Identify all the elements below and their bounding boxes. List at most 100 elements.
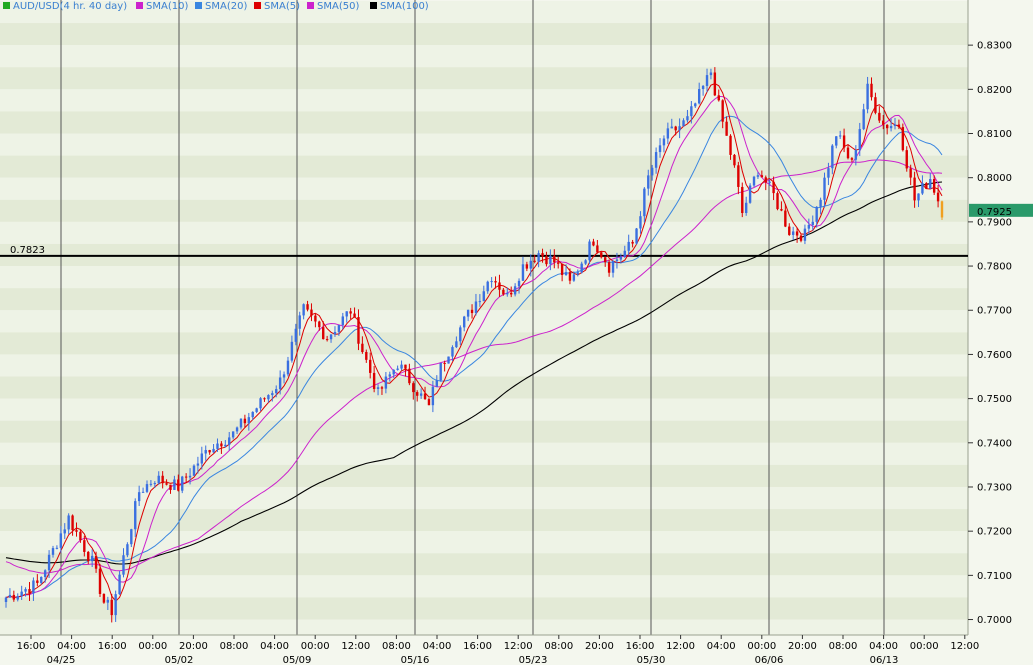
candle-body bbox=[807, 224, 811, 229]
candle bbox=[752, 175, 756, 187]
candle-body bbox=[451, 347, 454, 357]
candle bbox=[803, 224, 807, 245]
candle-body bbox=[431, 386, 435, 406]
candle bbox=[224, 440, 227, 448]
candle bbox=[791, 226, 795, 241]
candle-body bbox=[278, 377, 282, 390]
candle bbox=[721, 99, 724, 129]
candle bbox=[635, 227, 638, 245]
candle-body bbox=[921, 183, 924, 194]
candle-body bbox=[541, 253, 544, 257]
candle bbox=[459, 325, 462, 346]
candle-body bbox=[318, 321, 321, 328]
candle bbox=[177, 474, 180, 492]
candle-body bbox=[118, 574, 121, 595]
candle bbox=[772, 176, 775, 201]
candle bbox=[110, 593, 113, 623]
legend-item: SMA(100) bbox=[370, 1, 429, 12]
candle-body bbox=[28, 589, 31, 594]
candle-body bbox=[729, 135, 732, 155]
candle bbox=[130, 528, 133, 548]
x-tick-label: 08:00 bbox=[382, 641, 411, 652]
candle-body bbox=[369, 359, 372, 373]
candle bbox=[513, 283, 517, 297]
candle bbox=[713, 67, 717, 97]
candle bbox=[83, 535, 86, 557]
date-label: 04/25 bbox=[47, 655, 76, 665]
candle bbox=[47, 550, 51, 578]
candle bbox=[725, 116, 728, 136]
candle bbox=[196, 456, 200, 474]
legend-swatch bbox=[307, 2, 314, 9]
vertical-separators bbox=[60, 0, 885, 643]
candle bbox=[592, 238, 595, 247]
candle bbox=[102, 593, 106, 604]
candle-body bbox=[709, 72, 713, 76]
sma-50-line bbox=[5, 159, 943, 574]
candle bbox=[149, 480, 153, 487]
price-band bbox=[0, 221, 968, 244]
candle-body bbox=[169, 484, 172, 490]
x-tick-label: 16:00 bbox=[626, 641, 655, 652]
candle-body bbox=[744, 202, 748, 214]
candle-body bbox=[525, 264, 529, 269]
candle bbox=[662, 135, 666, 153]
candle bbox=[157, 471, 160, 485]
candle-body bbox=[795, 231, 799, 236]
candle bbox=[658, 138, 662, 158]
candle bbox=[776, 191, 779, 211]
candle-body bbox=[631, 241, 634, 244]
candle-body bbox=[545, 256, 548, 265]
legend-label: SMA(5) bbox=[264, 1, 300, 12]
candle-body bbox=[650, 167, 654, 176]
date-label: 05/23 bbox=[519, 655, 548, 665]
candle bbox=[392, 369, 395, 378]
candle bbox=[118, 571, 121, 595]
x-tick-label: 04:00 bbox=[423, 641, 452, 652]
candle bbox=[517, 278, 521, 294]
candle-body bbox=[87, 551, 90, 562]
candle bbox=[850, 157, 854, 163]
candle bbox=[768, 178, 771, 186]
candle bbox=[917, 193, 920, 208]
candle bbox=[357, 309, 360, 351]
candle bbox=[478, 294, 482, 307]
candle bbox=[760, 170, 764, 178]
candle bbox=[63, 523, 66, 540]
candle-body bbox=[51, 548, 55, 555]
candle-body bbox=[145, 484, 149, 492]
candle bbox=[216, 438, 219, 452]
candle bbox=[494, 276, 497, 289]
candle-body bbox=[936, 192, 940, 202]
price-band bbox=[0, 177, 968, 200]
candle-body bbox=[889, 126, 893, 129]
candle bbox=[564, 264, 568, 276]
candle bbox=[255, 407, 258, 414]
price-band bbox=[0, 23, 968, 46]
candle bbox=[43, 569, 47, 583]
candle bbox=[697, 82, 701, 105]
candle bbox=[106, 596, 110, 610]
candle bbox=[184, 473, 188, 483]
candle-body bbox=[580, 263, 583, 273]
candle bbox=[788, 223, 791, 236]
candle-body bbox=[361, 343, 364, 352]
candle-body bbox=[235, 427, 239, 432]
candle-body bbox=[929, 179, 932, 189]
candle-body bbox=[447, 356, 450, 364]
candle bbox=[811, 215, 814, 231]
x-tick-label: 00:00 bbox=[301, 641, 330, 652]
candle bbox=[36, 574, 39, 587]
candle bbox=[486, 280, 489, 294]
candle-body bbox=[498, 282, 501, 290]
candle bbox=[318, 320, 321, 331]
candle bbox=[799, 234, 803, 243]
legend-label: SMA(50) bbox=[317, 1, 359, 12]
candle-body bbox=[690, 106, 693, 117]
candle-body bbox=[32, 580, 35, 594]
legend-item: SMA(5) bbox=[254, 1, 300, 12]
candle-body bbox=[662, 138, 666, 146]
candle-body bbox=[780, 209, 783, 211]
candle bbox=[596, 239, 599, 254]
